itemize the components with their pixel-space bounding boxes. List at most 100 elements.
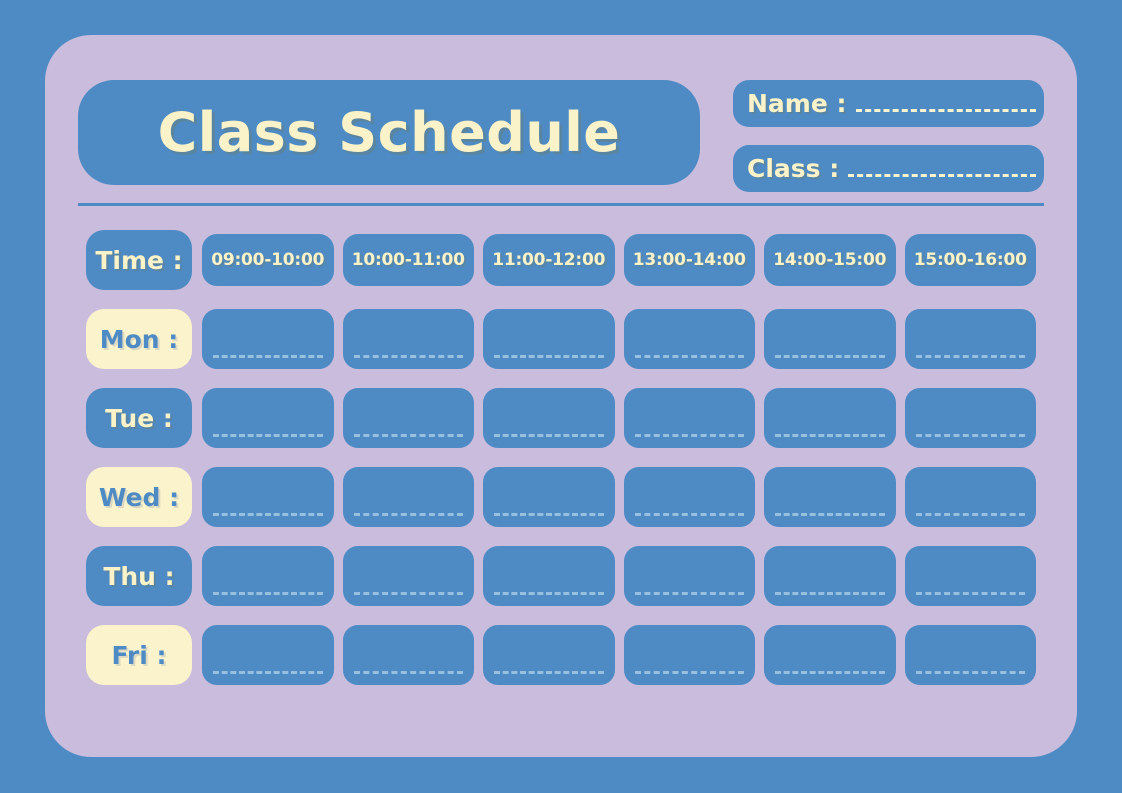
- writing-line: [494, 513, 604, 516]
- entry-thu-4[interactable]: [764, 546, 896, 606]
- info-fields: Name : Class :: [733, 80, 1044, 192]
- writing-line: [494, 434, 604, 437]
- writing-line: [213, 671, 323, 674]
- class-field[interactable]: Class :: [733, 145, 1044, 192]
- writing-line: [213, 592, 323, 595]
- time-slot-4-text: 14:00-15:00: [773, 250, 887, 270]
- class-field-writing-line[interactable]: [848, 174, 1036, 177]
- writing-line: [634, 434, 744, 437]
- time-slot-1-text: 10:00-11:00: [351, 250, 465, 270]
- time-slot-0-text: 09:00-10:00: [211, 250, 325, 270]
- entry-tue-3[interactable]: [623, 388, 755, 448]
- day-label-thu-text: Thu :: [103, 561, 175, 591]
- entry-fri-4[interactable]: [764, 625, 896, 685]
- schedule-card: Class Schedule Name : Class : Time :: [45, 35, 1077, 757]
- day-cells-fri: [202, 625, 1036, 685]
- entry-mon-4[interactable]: [764, 309, 896, 369]
- writing-line: [213, 434, 323, 437]
- writing-line: [634, 513, 744, 516]
- day-row-mon: Mon :: [86, 309, 1036, 369]
- day-label-tue: Tue :: [86, 388, 192, 448]
- day-row-fri: Fri :: [86, 625, 1036, 685]
- name-field-label: Name :: [747, 89, 847, 118]
- entry-fri-2[interactable]: [483, 625, 615, 685]
- day-label-wed-text: Wed :: [98, 482, 180, 512]
- entry-wed-3[interactable]: [623, 467, 755, 527]
- time-header-cells: 09:00-10:00 10:00-11:00 11:00-12:00 13:0…: [202, 234, 1036, 286]
- entry-tue-5[interactable]: [904, 388, 1036, 448]
- time-slot-3-text: 13:00-14:00: [632, 250, 746, 270]
- entry-mon-0[interactable]: [202, 309, 334, 369]
- day-row-thu: Thu :: [86, 546, 1036, 606]
- day-label-fri: Fri :: [86, 625, 192, 685]
- writing-line: [915, 355, 1025, 358]
- entry-tue-1[interactable]: [342, 388, 474, 448]
- header-divider: [78, 203, 1044, 206]
- entry-wed-0[interactable]: [202, 467, 334, 527]
- writing-line: [775, 355, 885, 358]
- page-title: Class Schedule: [157, 101, 621, 164]
- entry-tue-4[interactable]: [764, 388, 896, 448]
- writing-line: [353, 513, 463, 516]
- writing-line: [775, 671, 885, 674]
- entry-fri-5[interactable]: [904, 625, 1036, 685]
- writing-line: [775, 434, 885, 437]
- entry-wed-2[interactable]: [483, 467, 615, 527]
- name-field-writing-line[interactable]: [855, 109, 1036, 112]
- writing-line: [775, 513, 885, 516]
- entry-thu-5[interactable]: [904, 546, 1036, 606]
- writing-line: [353, 671, 463, 674]
- time-slot-1: 10:00-11:00: [342, 234, 474, 286]
- day-label-thu: Thu :: [86, 546, 192, 606]
- time-slot-5: 15:00-16:00: [904, 234, 1036, 286]
- day-label-fri-text: Fri :: [111, 640, 167, 670]
- entry-thu-2[interactable]: [483, 546, 615, 606]
- entry-mon-5[interactable]: [904, 309, 1036, 369]
- time-slot-4: 14:00-15:00: [764, 234, 896, 286]
- writing-line: [915, 513, 1025, 516]
- entry-fri-0[interactable]: [202, 625, 334, 685]
- writing-line: [353, 355, 463, 358]
- entry-tue-2[interactable]: [483, 388, 615, 448]
- entry-mon-3[interactable]: [623, 309, 755, 369]
- entry-mon-1[interactable]: [342, 309, 474, 369]
- writing-line: [494, 592, 604, 595]
- entry-fri-3[interactable]: [623, 625, 755, 685]
- day-cells-tue: [202, 388, 1036, 448]
- day-label-tue-text: Tue :: [105, 403, 173, 433]
- day-label-mon: Mon :: [86, 309, 192, 369]
- writing-line: [634, 355, 744, 358]
- time-slot-3: 13:00-14:00: [623, 234, 755, 286]
- time-header-label-text: Time :: [95, 245, 183, 275]
- name-field[interactable]: Name :: [733, 80, 1044, 127]
- time-slot-2: 11:00-12:00: [483, 234, 615, 286]
- entry-wed-1[interactable]: [342, 467, 474, 527]
- entry-thu-1[interactable]: [342, 546, 474, 606]
- entry-wed-4[interactable]: [764, 467, 896, 527]
- writing-line: [634, 592, 744, 595]
- schedule-grid: Time : 09:00-10:00 10:00-11:00 11:00-12:…: [86, 230, 1036, 685]
- time-header-label: Time :: [86, 230, 192, 290]
- day-cells-mon: [202, 309, 1036, 369]
- card-header: Class Schedule Name : Class :: [78, 80, 1044, 205]
- writing-line: [775, 592, 885, 595]
- entry-tue-0[interactable]: [202, 388, 334, 448]
- writing-line: [353, 592, 463, 595]
- entry-fri-1[interactable]: [342, 625, 474, 685]
- day-label-mon-text: Mon :: [99, 324, 179, 354]
- time-header-row: Time : 09:00-10:00 10:00-11:00 11:00-12:…: [86, 230, 1036, 290]
- day-row-tue: Tue :: [86, 388, 1036, 448]
- entry-wed-5[interactable]: [904, 467, 1036, 527]
- writing-line: [494, 671, 604, 674]
- entry-mon-2[interactable]: [483, 309, 615, 369]
- title-banner: Class Schedule: [78, 80, 700, 185]
- entry-thu-0[interactable]: [202, 546, 334, 606]
- entry-thu-3[interactable]: [623, 546, 755, 606]
- writing-line: [634, 671, 744, 674]
- writing-line: [915, 592, 1025, 595]
- time-slot-2-text: 11:00-12:00: [492, 250, 606, 270]
- time-slot-0: 09:00-10:00: [202, 234, 334, 286]
- day-cells-wed: [202, 467, 1036, 527]
- writing-line: [213, 513, 323, 516]
